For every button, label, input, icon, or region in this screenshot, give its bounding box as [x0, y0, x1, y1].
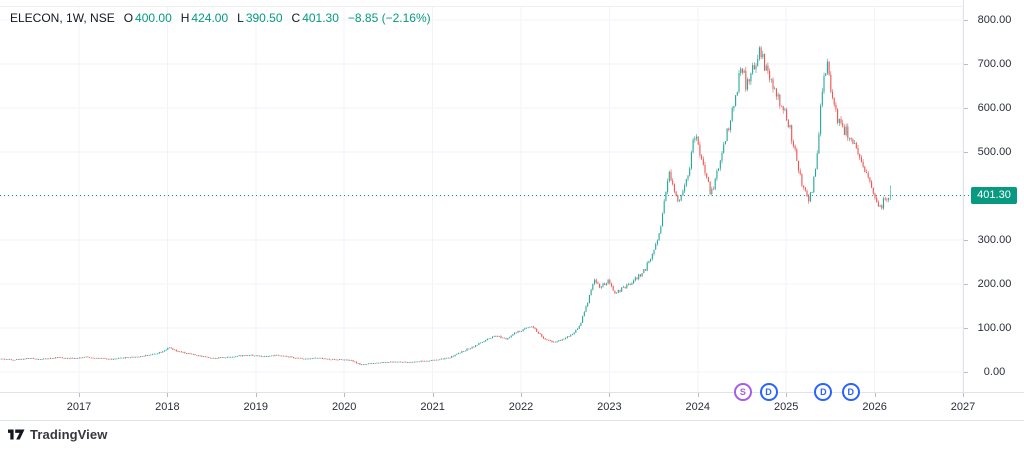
tradingview-attribution-link[interactable]: TradingView: [8, 427, 107, 442]
current-price-line: [0, 195, 970, 196]
price-tick-label: 200.00: [977, 278, 1012, 290]
year-tick-mark: [432, 393, 434, 397]
price-tick-label: 0.00: [983, 366, 1006, 378]
price-tick-mark: [964, 152, 968, 153]
price-axis[interactable]: 401.30 800.00 700.00 600.00 500.00 300.00 200…: [963, 0, 1024, 392]
year-tick-label: 2025: [773, 401, 799, 413]
year-tick-label: 2022: [508, 401, 534, 413]
year-tick-label: 2019: [243, 401, 269, 413]
year-tick-label: 2020: [331, 401, 357, 413]
year-tick-label: 2024: [685, 401, 711, 413]
year-tick-mark: [79, 393, 80, 397]
price-tick-label: 500.00: [977, 146, 1012, 158]
year-tick-mark: [874, 393, 876, 397]
tradingview-logo-icon: [8, 429, 25, 440]
price-tick-label: 100.00: [977, 322, 1012, 334]
year-tick-mark: [344, 393, 346, 397]
price-tick-mark: [964, 328, 968, 329]
current-price-badge: 401.30: [971, 187, 1017, 205]
price-tick-mark: [964, 284, 968, 285]
price-tick-label: 800.00: [977, 14, 1012, 26]
tradingview-logo-text: TradingView: [30, 427, 108, 442]
price-tick-mark: [964, 372, 968, 373]
year-tick-mark: [963, 393, 964, 397]
year-tick-label: 2027: [950, 401, 976, 413]
year-tick-label: 2021: [420, 401, 445, 413]
ohlc-close: C 401.30: [291, 11, 339, 25]
chart-top-border: [0, 6, 1024, 7]
candles-layer: [0, 45, 891, 366]
price-tick-label: 300.00: [977, 234, 1012, 246]
year-tick-mark: [697, 393, 699, 397]
year-tick-mark: [167, 393, 169, 397]
price-tick-mark: [964, 108, 968, 109]
symbol-info-legend[interactable]: ELECON, 1W, NSE O 400.00 H 424.00 L 390.50 …: [10, 11, 431, 25]
dividend-marker-badge[interactable]: D: [759, 383, 778, 401]
year-tick-label: 2026: [862, 401, 887, 413]
year-tick-mark: [609, 393, 611, 397]
ohlc-low: L 390.50: [237, 11, 283, 25]
ohlc-open: O 400.00: [123, 11, 172, 25]
ohlc-high: H 424.00: [180, 11, 229, 25]
price-tick-mark: [964, 240, 968, 241]
year-tick-label: 2017: [66, 401, 92, 413]
price-tick-mark: [964, 64, 968, 65]
price-change: −8.85 (−2.16%): [347, 11, 431, 25]
split-marker-badge[interactable]: S: [733, 383, 752, 401]
year-tick-label: 2018: [155, 401, 180, 413]
year-tick-mark: [521, 393, 522, 397]
year-tick-mark: [255, 393, 257, 397]
time-axis[interactable]: 2017 2018 2019 2020 2021 2022 2023 2024 2025 2026…: [0, 392, 1024, 421]
grid-layer: [0, 7, 963, 392]
symbol-title: ELECON, 1W, NSE: [10, 11, 115, 25]
dividend-marker-badge[interactable]: D: [814, 383, 833, 401]
price-chart-canvas[interactable]: [0, 0, 963, 392]
price-tick-label: 600.00: [977, 102, 1012, 114]
price-tick-label: 700.00: [977, 58, 1012, 70]
price-tick-mark: [964, 20, 968, 21]
dividend-marker-badge[interactable]: D: [841, 383, 860, 401]
year-tick-label: 2023: [597, 401, 622, 413]
year-tick-mark: [786, 393, 788, 397]
